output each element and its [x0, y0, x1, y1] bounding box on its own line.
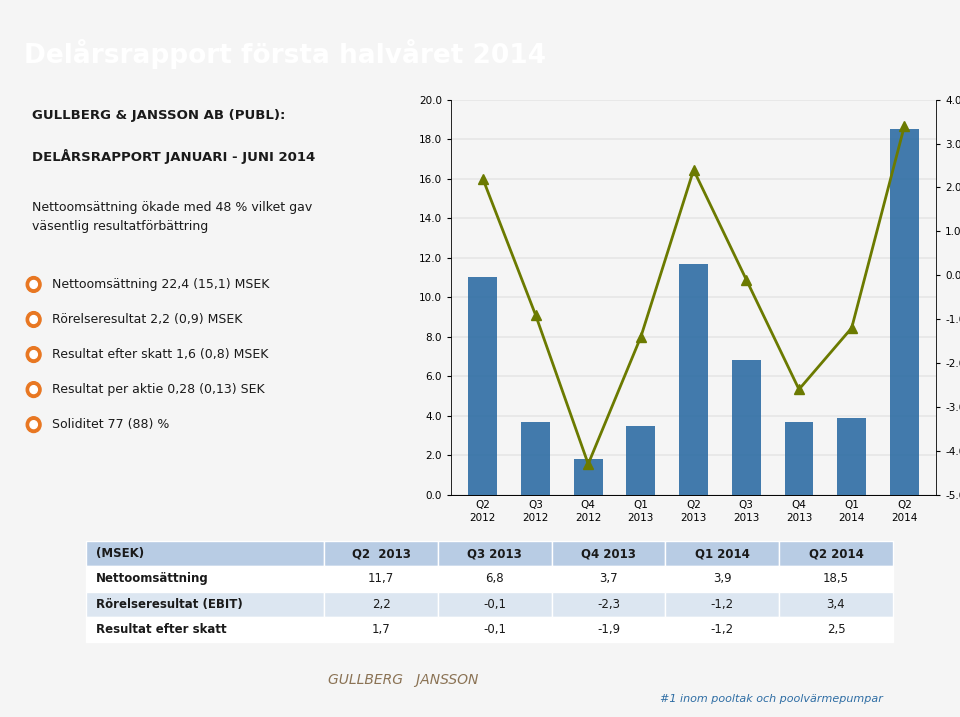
Bar [732, 361, 760, 495]
Text: 1,7: 1,7 [372, 622, 391, 636]
Text: Soliditet 77 (88) %: Soliditet 77 (88) % [52, 418, 170, 431]
Text: 2,5: 2,5 [827, 622, 845, 636]
Bar [324, 566, 438, 592]
Bar [574, 459, 603, 495]
Text: -1,9: -1,9 [597, 622, 620, 636]
Circle shape [30, 315, 37, 323]
Text: Nettoomsättning: Nettoomsättning [96, 572, 209, 586]
Text: Q3 2013: Q3 2013 [468, 547, 522, 561]
Bar [890, 129, 919, 495]
Bar [665, 566, 780, 592]
Bar [438, 566, 552, 592]
Circle shape [26, 312, 41, 328]
Bar [552, 617, 665, 642]
Bar [86, 592, 324, 617]
Bar [679, 264, 708, 495]
Bar [468, 277, 497, 495]
Bar [784, 422, 813, 495]
Text: -2,3: -2,3 [597, 597, 620, 611]
Bar [438, 592, 552, 617]
Bar [665, 592, 780, 617]
Bar [324, 541, 438, 566]
Bar [627, 426, 656, 495]
Text: 3,7: 3,7 [599, 572, 618, 586]
Bar [86, 617, 324, 642]
Text: 3,4: 3,4 [827, 597, 845, 611]
Bar [86, 541, 324, 566]
Text: 18,5: 18,5 [823, 572, 849, 586]
Text: Q1 2014: Q1 2014 [695, 547, 750, 561]
Circle shape [30, 280, 37, 288]
Text: GULLBERG & JANSSON AB (PUBL):: GULLBERG & JANSSON AB (PUBL): [32, 109, 285, 122]
Text: Resultat per aktie 0,28 (0,13) SEK: Resultat per aktie 0,28 (0,13) SEK [52, 383, 265, 396]
Bar [324, 592, 438, 617]
Text: Rörelseresultat 2,2 (0,9) MSEK: Rörelseresultat 2,2 (0,9) MSEK [52, 313, 243, 326]
Circle shape [30, 351, 37, 358]
Bar [665, 541, 780, 566]
Text: Q2  2013: Q2 2013 [351, 547, 411, 561]
Legend: Nettoomsättning, Rörelseresultat (EBIT): Nettoomsättning, Rörelseresultat (EBIT) [447, 554, 755, 572]
Text: #1 inom pooltak och poolvärmepumpar: #1 inom pooltak och poolvärmepumpar [660, 694, 883, 704]
Circle shape [26, 346, 41, 362]
Bar [552, 566, 665, 592]
Bar [552, 592, 665, 617]
Text: -0,1: -0,1 [483, 597, 506, 611]
Text: GULLBERG   JANSSON: GULLBERG JANSSON [328, 673, 478, 687]
Text: -1,2: -1,2 [710, 597, 733, 611]
Bar [780, 566, 893, 592]
Bar [780, 617, 893, 642]
Circle shape [26, 381, 41, 397]
Text: Nettoomsättning ökade med 48 % vilket gav
väsentlig resultatförbättring: Nettoomsättning ökade med 48 % vilket ga… [32, 201, 312, 233]
Text: -1,2: -1,2 [710, 622, 733, 636]
Bar [552, 541, 665, 566]
Bar [438, 541, 552, 566]
Text: -0,1: -0,1 [483, 622, 506, 636]
Text: 2,2: 2,2 [372, 597, 391, 611]
Bar [780, 541, 893, 566]
Bar [521, 422, 550, 495]
Text: 11,7: 11,7 [368, 572, 395, 586]
Text: Resultat efter skatt: Resultat efter skatt [96, 622, 227, 636]
Text: (MSEK): (MSEK) [96, 547, 144, 561]
Text: Delårsrapport första halvåret 2014: Delårsrapport första halvåret 2014 [24, 39, 546, 69]
Circle shape [30, 421, 37, 429]
Circle shape [30, 386, 37, 394]
Text: 3,9: 3,9 [713, 572, 732, 586]
Text: DELÅRSRAPPORT JANUARI - JUNI 2014: DELÅRSRAPPORT JANUARI - JUNI 2014 [32, 148, 315, 163]
Bar [438, 617, 552, 642]
Text: 6,8: 6,8 [486, 572, 504, 586]
Bar [837, 418, 866, 495]
Bar [780, 592, 893, 617]
Text: Rörelseresultat (EBIT): Rörelseresultat (EBIT) [96, 597, 243, 611]
Text: Nettoomsättning 22,4 (15,1) MSEK: Nettoomsättning 22,4 (15,1) MSEK [52, 278, 270, 291]
Text: Q2 2014: Q2 2014 [808, 547, 863, 561]
Text: Q4 2013: Q4 2013 [581, 547, 636, 561]
Text: Resultat efter skatt 1,6 (0,8) MSEK: Resultat efter skatt 1,6 (0,8) MSEK [52, 348, 269, 361]
Bar [324, 617, 438, 642]
Circle shape [26, 417, 41, 432]
Bar [665, 617, 780, 642]
Circle shape [26, 277, 41, 293]
Bar [86, 566, 324, 592]
